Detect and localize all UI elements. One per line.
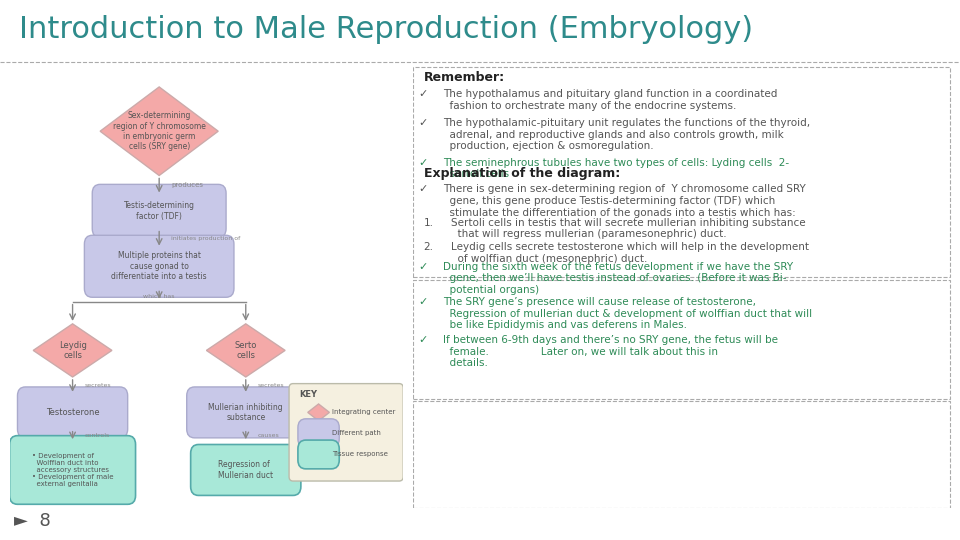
Text: Tissue response: Tissue response [331,451,388,457]
FancyBboxPatch shape [186,387,305,438]
Text: secretes: secretes [84,383,111,388]
Text: Introduction to Male Reproduction (Embryology): Introduction to Male Reproduction (Embry… [19,15,754,44]
Text: Leydig
cells: Leydig cells [59,341,86,360]
Text: controls: controls [84,433,109,438]
Text: ✓: ✓ [419,297,427,307]
Text: Testis-determining
factor (TDF): Testis-determining factor (TDF) [124,201,195,221]
Polygon shape [206,324,285,377]
Text: KEY: KEY [299,390,317,399]
Text: ✓: ✓ [419,335,427,345]
Polygon shape [308,404,329,421]
Text: Mullerian inhibiting
substance: Mullerian inhibiting substance [208,403,283,422]
Text: produces: produces [171,183,203,188]
Text: The hypothalamus and pituitary gland function in a coordinated
  fashion to orch: The hypothalamus and pituitary gland fun… [443,89,777,111]
Polygon shape [34,324,112,377]
Text: Serto
cells: Serto cells [234,341,257,360]
FancyBboxPatch shape [413,67,949,278]
Text: ✓: ✓ [419,184,427,194]
Text: Testosterone: Testosterone [46,408,100,417]
Text: Explanation of the diagram:: Explanation of the diagram: [423,167,620,180]
Text: which has: which has [143,294,175,299]
Text: Remember:: Remember: [423,71,505,84]
FancyBboxPatch shape [298,440,339,469]
Text: Multiple proteins that
cause gonad to
differentiate into a testis: Multiple proteins that cause gonad to di… [111,252,207,281]
FancyBboxPatch shape [298,419,339,448]
Text: Integrating center: Integrating center [331,409,395,415]
Text: Leydig cells secrete testosterone which will help in the development
  of wolffi: Leydig cells secrete testosterone which … [451,242,808,264]
Text: • Development of
  Wolffian duct into
  accessory structures
• Development of ma: • Development of Wolffian duct into acce… [32,453,113,487]
Text: ►  8: ► 8 [14,512,51,530]
Text: 2.: 2. [423,242,434,252]
Text: 1.: 1. [423,218,434,227]
Text: ✓: ✓ [419,118,427,128]
Text: The SRY gene’s presence will cause release of testosterone,
  Regression of mull: The SRY gene’s presence will cause relea… [443,297,812,330]
Text: ✓: ✓ [419,262,427,272]
FancyBboxPatch shape [413,280,949,399]
Text: causes: causes [257,433,279,438]
Text: If between 6-9th days and there’s no SRY gene, the fetus will be
  female.      : If between 6-9th days and there’s no SRY… [443,335,778,368]
Text: Sex-determining
region of Y chromosome
in embryonic germ
cells (SRY gene): Sex-determining region of Y chromosome i… [112,111,205,151]
Text: initiates production of: initiates production of [171,236,240,241]
FancyBboxPatch shape [92,184,227,238]
Text: ✓: ✓ [419,89,427,99]
Text: There is gene in sex-determining region of  Y chromosome called SRY
  gene, this: There is gene in sex-determining region … [443,184,805,218]
FancyBboxPatch shape [84,235,234,297]
Text: Regression of
Mullerian duct: Regression of Mullerian duct [218,460,274,480]
Text: Sertoli cells in testis that will secrete mullerian inhibiting substance
  that : Sertoli cells in testis that will secret… [451,218,805,239]
FancyBboxPatch shape [10,436,135,504]
Text: The hypothalamic-pituitary unit regulates the functions of the thyroid,
  adrena: The hypothalamic-pituitary unit regulate… [443,118,809,151]
FancyBboxPatch shape [17,387,128,438]
Polygon shape [100,87,218,176]
FancyBboxPatch shape [191,444,300,495]
FancyBboxPatch shape [289,383,403,481]
Text: During the sixth week of the fetus development if we have the SRY
  gene, then w: During the sixth week of the fetus devel… [443,262,793,295]
Text: secretes: secretes [257,383,284,388]
Text: Different path: Different path [331,430,380,436]
FancyBboxPatch shape [413,401,949,508]
Text: The seminephrous tubules have two types of cells: Lyding cells  2-
  sertoli cel: The seminephrous tubules have two types … [443,158,789,179]
Text: ✓: ✓ [419,158,427,168]
